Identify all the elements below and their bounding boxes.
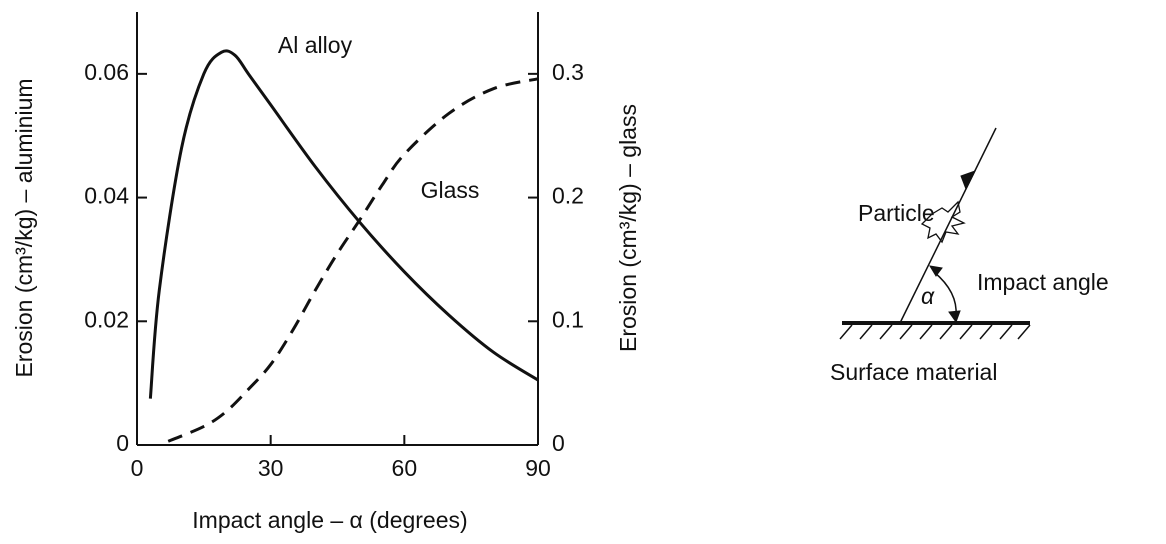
series-label: Al alloy <box>278 32 353 58</box>
impact-angle-label: Impact angle <box>977 269 1109 295</box>
x-axis-label: Impact angle – α (degrees) <box>192 507 467 533</box>
y2-tick-label: 0.1 <box>552 306 584 332</box>
particle-label: Particle <box>858 200 935 226</box>
alpha-label: α <box>921 283 935 309</box>
surface-label: Surface material <box>830 359 997 385</box>
y-tick-label: 0 <box>116 430 129 456</box>
series-line <box>150 51 538 399</box>
y2-tick-label: 0.3 <box>552 59 584 85</box>
angle-arc <box>934 272 956 316</box>
x-tick-label: 90 <box>525 455 551 481</box>
series-line <box>168 79 538 441</box>
y2-tick-label: 0.2 <box>552 183 584 209</box>
x-tick-label: 0 <box>131 455 144 481</box>
angle-arrows <box>930 266 960 322</box>
y-tick-label: 0.06 <box>84 59 129 85</box>
y-tick-label: 0.02 <box>84 306 129 332</box>
diagram <box>840 128 1030 339</box>
y-axis-label: Erosion (cm³/kg) – aluminium <box>11 78 37 377</box>
series-label: Glass <box>421 177 480 203</box>
hatching <box>840 325 1030 339</box>
y-tick-label: 0.04 <box>84 183 129 209</box>
x-tick-label: 60 <box>392 455 418 481</box>
y2-tick-label: 0 <box>552 430 565 456</box>
y2-axis-label: Erosion (cm³/kg) – glass <box>615 104 641 352</box>
x-tick-label: 30 <box>258 455 284 481</box>
chart: Impact angle – α (degrees) Erosion (cm³/… <box>0 0 1166 539</box>
